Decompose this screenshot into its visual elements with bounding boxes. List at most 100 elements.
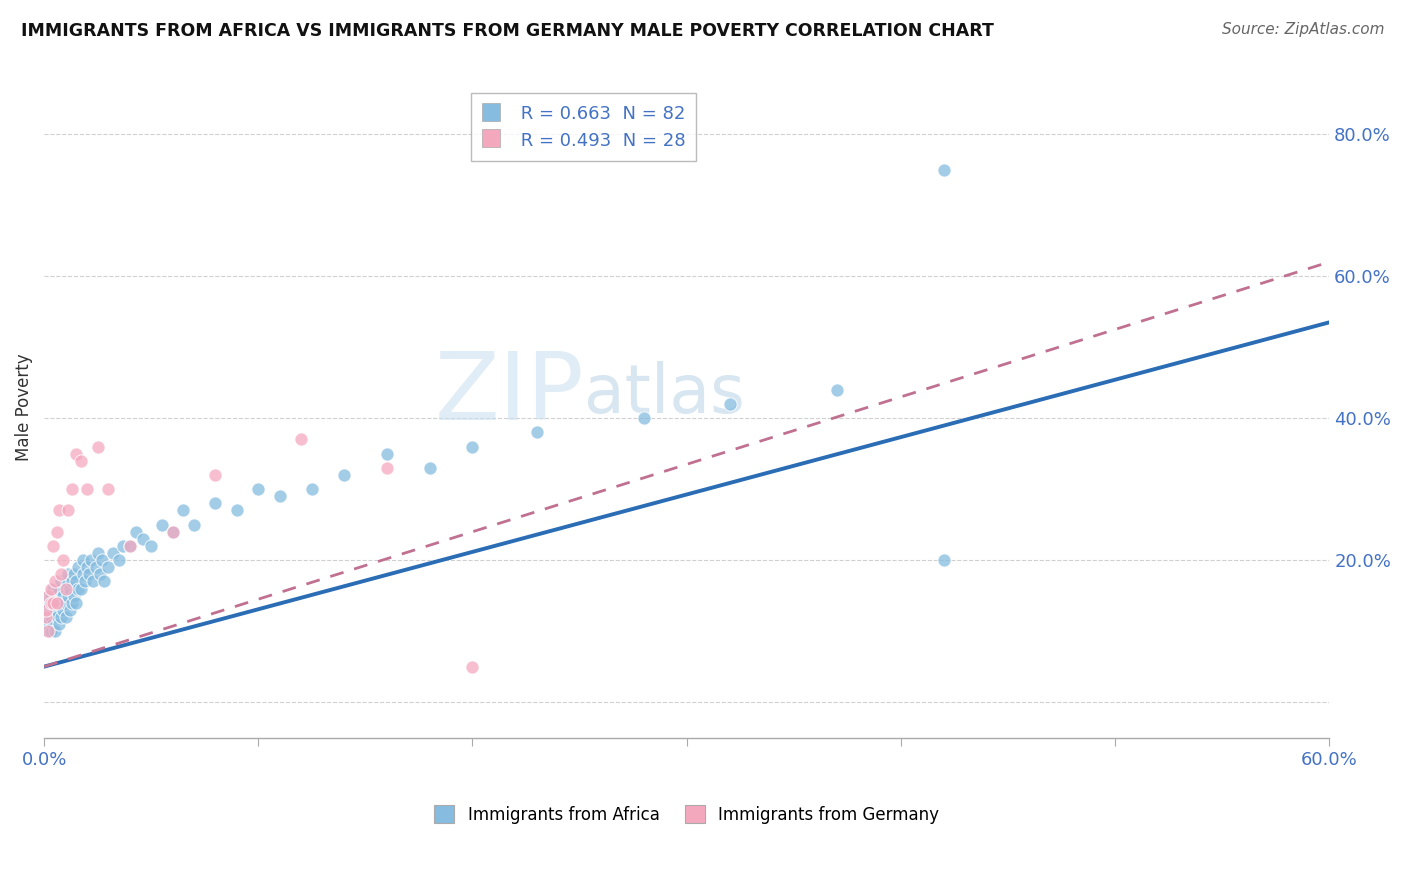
Point [247, 482, 270, 496]
Point [56, 567, 79, 582]
Point [67, 560, 90, 574]
Point [41, 582, 63, 596]
Point [63, 589, 86, 603]
Point [86, 546, 108, 560]
Point [63, 567, 86, 582]
Point [48, 617, 70, 632]
Point [73, 574, 96, 589]
Legend: Immigrants from Africa, Immigrants from Germany: Immigrants from Africa, Immigrants from … [427, 798, 946, 830]
Point [51, 596, 73, 610]
Point [89, 567, 111, 582]
Point [52, 589, 75, 603]
Point [39, 610, 62, 624]
Point [375, 447, 398, 461]
Text: Source: ZipAtlas.com: Source: ZipAtlas.com [1222, 22, 1385, 37]
Point [41, 617, 63, 632]
Point [37, 617, 59, 632]
Point [60, 596, 83, 610]
Point [69, 582, 91, 596]
Point [932, 553, 955, 567]
Point [76, 482, 98, 496]
Point [44, 603, 66, 617]
Point [375, 461, 398, 475]
Point [48, 596, 70, 610]
Point [333, 467, 356, 482]
Point [97, 560, 120, 574]
Point [141, 539, 163, 553]
Point [59, 582, 82, 596]
Point [59, 603, 82, 617]
Point [225, 503, 247, 517]
Point [461, 659, 484, 673]
Point [125, 524, 148, 539]
Point [419, 461, 441, 475]
Point [77, 567, 100, 582]
Point [46, 596, 69, 610]
Point [172, 503, 194, 517]
Point [37, 624, 59, 639]
Point [46, 596, 69, 610]
Point [55, 582, 77, 596]
Point [269, 489, 291, 503]
Point [51, 574, 73, 589]
Point [35, 610, 58, 624]
Point [39, 624, 62, 639]
Point [44, 574, 66, 589]
Point [131, 532, 153, 546]
Point [55, 610, 77, 624]
Point [108, 553, 131, 567]
Point [91, 553, 114, 567]
Point [82, 574, 104, 589]
Point [37, 589, 59, 603]
Point [48, 582, 70, 596]
Point [35, 610, 58, 624]
Point [204, 496, 226, 510]
Point [46, 610, 69, 624]
Point [93, 574, 115, 589]
Point [932, 162, 955, 177]
Point [118, 539, 141, 553]
Point [65, 447, 87, 461]
Point [150, 517, 173, 532]
Point [46, 524, 69, 539]
Text: ZIP: ZIP [434, 349, 583, 441]
Point [52, 603, 75, 617]
Point [290, 433, 312, 447]
Point [39, 603, 62, 617]
Point [46, 582, 69, 596]
Y-axis label: Male Poverty: Male Poverty [15, 354, 32, 461]
Point [204, 467, 226, 482]
Point [39, 582, 62, 596]
Point [76, 560, 98, 574]
Point [41, 596, 63, 610]
Point [162, 524, 184, 539]
Point [72, 567, 94, 582]
Point [35, 603, 58, 617]
Point [37, 589, 59, 603]
Point [60, 482, 83, 496]
Point [39, 589, 62, 603]
Point [118, 539, 141, 553]
Point [633, 411, 655, 425]
Point [718, 397, 741, 411]
Point [65, 574, 87, 589]
Point [56, 589, 79, 603]
Point [37, 596, 59, 610]
Text: IMMIGRANTS FROM AFRICA VS IMMIGRANTS FROM GERMANY MALE POVERTY CORRELATION CHART: IMMIGRANTS FROM AFRICA VS IMMIGRANTS FRO… [21, 22, 994, 40]
Point [51, 610, 73, 624]
Point [461, 440, 484, 454]
Point [39, 596, 62, 610]
Point [41, 539, 63, 553]
Point [112, 539, 135, 553]
Point [55, 596, 77, 610]
Point [55, 574, 77, 589]
Point [101, 546, 124, 560]
Point [56, 503, 79, 517]
Point [41, 603, 63, 617]
Point [72, 553, 94, 567]
Point [526, 425, 548, 440]
Point [48, 503, 70, 517]
Point [86, 440, 108, 454]
Point [44, 624, 66, 639]
Point [301, 482, 323, 496]
